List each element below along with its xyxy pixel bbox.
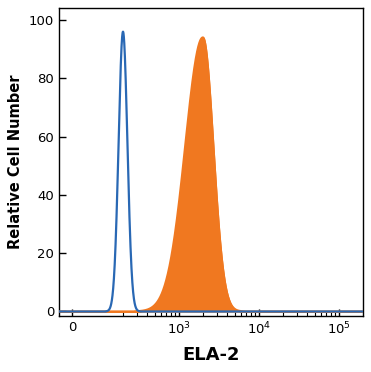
Y-axis label: Relative Cell Number: Relative Cell Number xyxy=(8,75,23,249)
X-axis label: ELA-2: ELA-2 xyxy=(182,346,240,364)
